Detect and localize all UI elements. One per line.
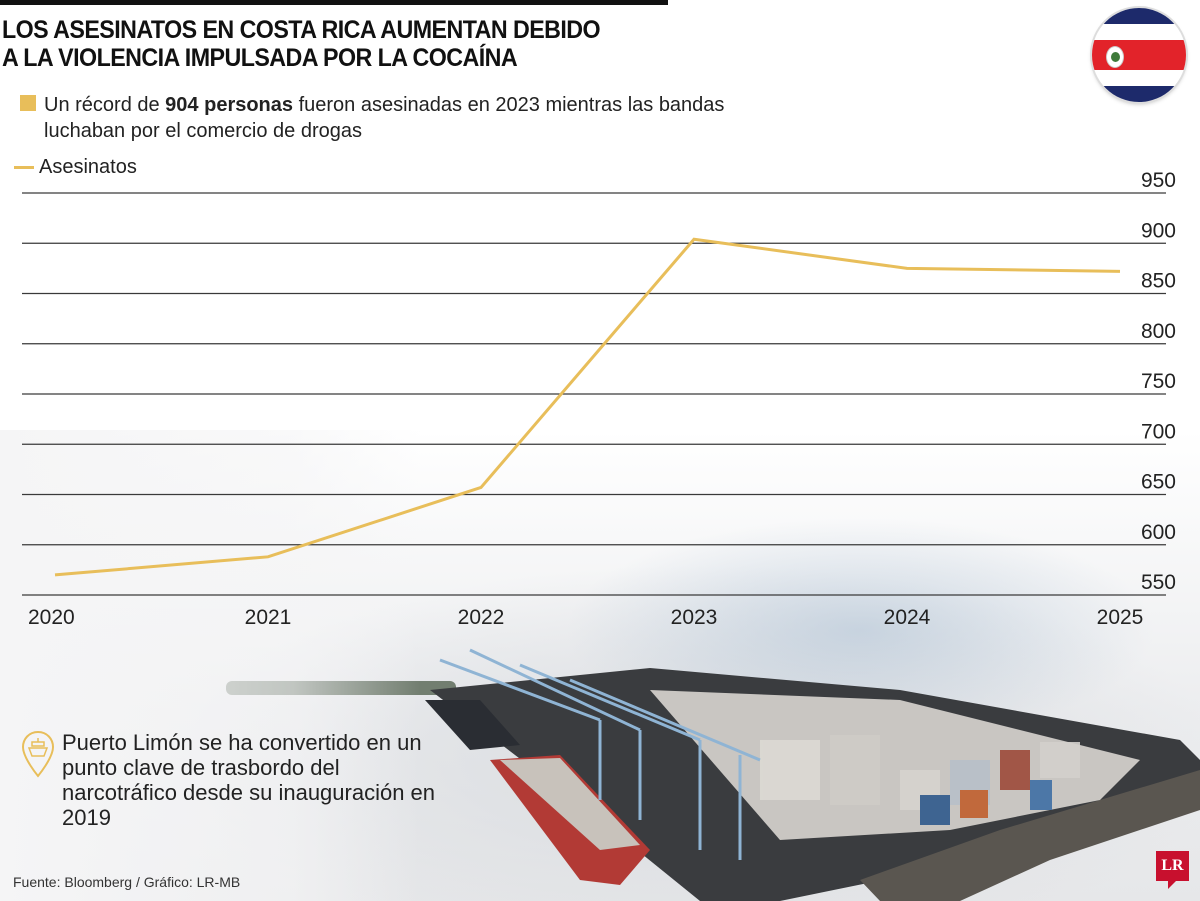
y-tick-label: 950 — [1141, 169, 1176, 192]
lr-logo: LR — [1156, 851, 1189, 889]
x-tick-label: 2021 — [245, 606, 292, 629]
x-tick-label: 2025 — [1097, 606, 1144, 629]
y-tick-label: 800 — [1141, 320, 1176, 343]
page-title: LOS ASESINATOS EN COSTA RICA AUMENTAN DE… — [2, 16, 653, 72]
y-tick-label: 700 — [1141, 420, 1176, 443]
subtitle-highlight: 904 personas — [165, 94, 294, 116]
x-tick-label: 2023 — [671, 606, 718, 629]
source-credit: Fuente: Bloomberg / Gráfico: LR-MB — [13, 874, 241, 890]
title-line-2: A LA VIOLENCIA IMPULSADA POR LA COCAÍNA — [2, 44, 518, 72]
annotation-text: Puerto Limón se ha convertido en un punt… — [62, 730, 436, 830]
y-tick-label: 600 — [1141, 521, 1176, 544]
ship-location-pin-icon — [21, 730, 55, 778]
y-tick-label: 750 — [1141, 370, 1176, 393]
legend-label: Asesinatos — [39, 156, 137, 178]
subtitle-pre: Un récord de — [44, 94, 166, 116]
photo-left-fade — [0, 430, 420, 901]
y-tick-label: 550 — [1141, 571, 1176, 594]
series-line-asesinatos — [54, 237, 1121, 577]
x-tick-label: 2024 — [884, 606, 931, 629]
legend-line-swatch-icon — [14, 165, 34, 169]
top-rule — [0, 0, 668, 5]
subtitle-post: fueron asesinadas en 2023 mientras las b… — [44, 94, 725, 142]
annotation-puerto-limon: Puerto Limón se ha convertido en un punt… — [20, 730, 440, 830]
costa-rica-flag-icon — [1092, 8, 1186, 102]
coat-of-arms-icon — [1106, 46, 1124, 68]
title-line-1: LOS ASESINATOS EN COSTA RICA AUMENTAN DE… — [2, 16, 601, 44]
x-tick-label: 2020 — [28, 606, 75, 629]
highlight-square-icon — [20, 95, 36, 111]
x-tick-label: 2022 — [458, 606, 505, 629]
y-tick-label: 900 — [1141, 219, 1176, 242]
chart-legend: Asesinatos — [14, 155, 137, 179]
y-tick-label: 650 — [1141, 471, 1176, 494]
lr-logo-text: LR — [1161, 857, 1184, 874]
y-tick-label: 850 — [1141, 270, 1176, 293]
